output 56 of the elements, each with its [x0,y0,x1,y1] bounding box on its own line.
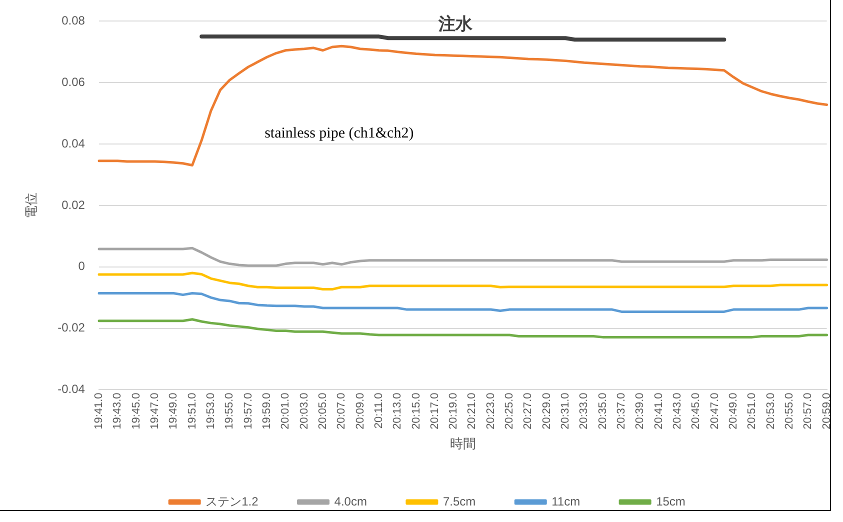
x-tick-label: 20:57.0 [802,392,814,430]
legend-label: 11cm [552,494,580,508]
annotation: stainless pipe (ch1&ch2) [264,126,414,142]
x-tick-label: 20:05.0 [316,392,329,430]
y-axis-title: 電位 [23,192,38,218]
x-tick-label: 20:53.0 [764,392,777,430]
x-tick-label: 19:51.0 [186,392,198,430]
legend-label: 15cm [656,494,686,508]
x-tick-label: 20:13.0 [392,392,404,430]
x-tick-label: 20:59.0 [820,392,833,430]
x-tick-label: 20:25.0 [504,392,516,430]
x-tick-label: 20:11.0 [372,392,385,429]
x-tick-label: 20:39.0 [634,392,646,430]
x-tick-label: 20:19.0 [448,392,460,430]
x-tick-label: 20:35.0 [596,392,609,430]
x-tick-label: 19:57.0 [242,392,254,430]
x-tick-label: 20:37.0 [616,392,628,430]
x-tick-label: 20:49.0 [728,392,740,430]
x-tick-label: 19:47.0 [148,392,161,430]
x-tick-label: 20:41.0 [652,392,665,430]
x-tick-label: 20:29.0 [540,392,553,430]
x-tick-label: 20:21.0 [466,392,478,430]
y-tick-label: 0 [78,259,86,274]
x-tick-label: 19:45.0 [130,392,142,430]
x-tick-label: 20:51.0 [746,392,758,430]
x-tick-label: 20:01.0 [280,392,292,430]
x-tick-label: 20:03.0 [298,392,310,430]
x-tick-label: 19:43.0 [112,392,124,430]
y-tick-label: -0.04 [58,382,86,396]
x-tick-label: 20:55.0 [784,392,796,430]
x-tick-label: 19:53.0 [204,392,217,430]
legend-label: 7.5cm [442,494,476,508]
x-tick-label: 19:41.0 [92,392,105,430]
x-tick-label: 20:31.0 [560,392,572,430]
y-tick-label: 0.04 [62,136,86,150]
x-tick-label: 20:17.0 [428,392,441,430]
x-tick-label: 19:55.0 [224,392,236,430]
legend-label: ステン1.2 [206,494,259,508]
x-axis-title: 時間 [450,436,476,451]
x-tick-label: 19:59.0 [260,392,273,430]
x-tick-label: 20:33.0 [578,392,590,430]
x-tick-label: 20:23.0 [484,392,497,430]
annotation: 注水 [438,14,474,34]
y-tick-label: -0.02 [58,320,86,335]
x-tick-label: 20:09.0 [354,392,366,430]
x-tick-label: 20:43.0 [672,392,684,430]
x-tick-label: 19:49.0 [168,392,180,430]
y-tick-label: 0.08 [62,14,86,28]
legend-label: 4.0cm [334,494,367,508]
x-tick-label: 20:15.0 [410,392,422,430]
x-tick-label: 20:07.0 [336,392,348,430]
x-tick-label: 20:27.0 [522,392,534,430]
y-tick-label: 0.02 [62,198,86,212]
y-tick-label: 0.06 [62,74,86,89]
x-tick-label: 20:45.0 [690,392,702,430]
x-tick-label: 20:47.0 [708,392,721,430]
